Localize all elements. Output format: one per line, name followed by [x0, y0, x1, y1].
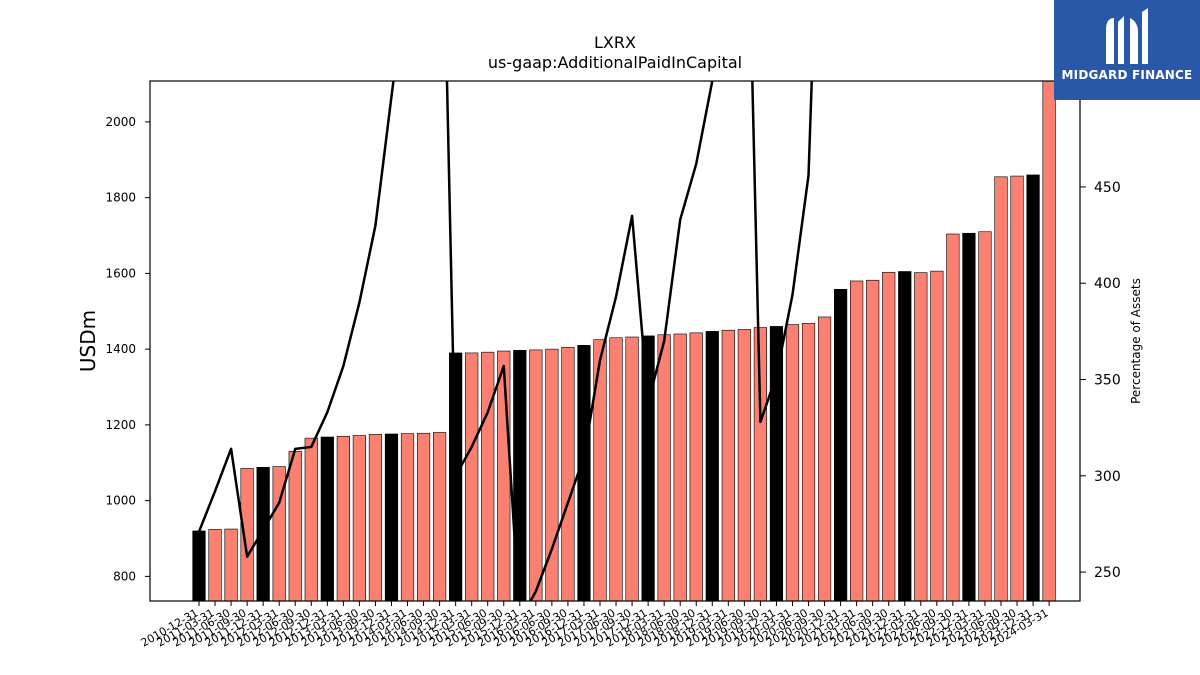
- bar: [224, 528, 238, 602]
- x-axis: 2010-12-312011-03-312011-06-302011-09-30…: [139, 601, 1051, 650]
- y-tick-label: 1800: [105, 191, 136, 205]
- bar: [304, 437, 318, 602]
- bar: [1010, 175, 1024, 602]
- y2-tick-label: 300: [1094, 469, 1121, 485]
- bar: [1042, 80, 1056, 602]
- y-tick-label: 1600: [105, 266, 136, 280]
- bar: [898, 271, 912, 602]
- y-tick-label: 2000: [105, 115, 136, 129]
- bar: [416, 432, 431, 602]
- bar: [914, 272, 928, 602]
- bar: [994, 176, 1008, 602]
- y2-tick-label: 400: [1094, 276, 1121, 292]
- bar: [192, 530, 206, 602]
- logo-text: MIDGARD FINANCE: [1061, 68, 1193, 82]
- bar: [432, 432, 447, 602]
- y-tick-label: 800: [113, 569, 136, 583]
- logo-mark-icon: [1106, 8, 1148, 64]
- bar: [769, 326, 784, 602]
- bar: [352, 435, 367, 602]
- bar: [817, 316, 832, 602]
- bar: [320, 436, 334, 602]
- bar: [625, 336, 639, 602]
- bar: [481, 351, 495, 602]
- bar: [850, 280, 864, 602]
- bars-group: [192, 80, 1056, 602]
- bar: [529, 349, 543, 602]
- y2-axis-label: Percentage of Assets: [1129, 278, 1143, 404]
- bar: [641, 335, 655, 602]
- bar: [256, 467, 270, 602]
- bar: [1026, 174, 1040, 602]
- bar: [785, 324, 800, 602]
- chart-title: LXRX: [594, 33, 636, 52]
- bar: [962, 232, 976, 602]
- bar: [400, 433, 415, 602]
- y-tick-label: 1200: [105, 418, 136, 432]
- bar: [978, 231, 992, 602]
- bar: [753, 327, 767, 602]
- y-axis-label: USDm: [76, 310, 100, 372]
- bar: [689, 332, 703, 602]
- bar: [577, 345, 591, 602]
- bar: [497, 350, 511, 602]
- bar: [705, 331, 719, 602]
- bar: [368, 434, 383, 602]
- bar: [593, 339, 607, 602]
- plot-frame: [149, 80, 1081, 602]
- bar: [657, 334, 671, 602]
- line-layer: [197, 81, 813, 601]
- y-tick-label: 1400: [105, 342, 136, 356]
- y2-tick-label: 250: [1094, 565, 1121, 581]
- bar: [930, 270, 944, 602]
- bar: [673, 333, 687, 602]
- y2-tick-label: 450: [1094, 180, 1121, 196]
- bar: [866, 279, 880, 602]
- bar: [288, 451, 302, 602]
- bar: [561, 346, 575, 602]
- y-axis-right: 250 300 350 400 450: [1080, 180, 1121, 581]
- y2-tick-label: 350: [1094, 373, 1121, 389]
- bar: [737, 329, 751, 602]
- bar: [465, 352, 479, 602]
- bar: [336, 435, 350, 602]
- series-line: [197, 81, 813, 601]
- chart-subtitle: us-gaap:AdditionalPaidInCapital: [488, 53, 742, 72]
- brand-logo: MIDGARD FINANCE: [1054, 0, 1200, 100]
- bar: [721, 329, 735, 602]
- y-tick-label: 1000: [105, 494, 136, 508]
- y-axis-left: 800 1000 1200 1400 1600 1800 2000: [105, 115, 150, 583]
- bar: [384, 433, 399, 602]
- bar: [609, 337, 623, 602]
- bar: [946, 233, 960, 602]
- bar: [833, 288, 848, 602]
- bar: [208, 529, 222, 602]
- bar: [882, 271, 896, 602]
- bar: [801, 323, 816, 602]
